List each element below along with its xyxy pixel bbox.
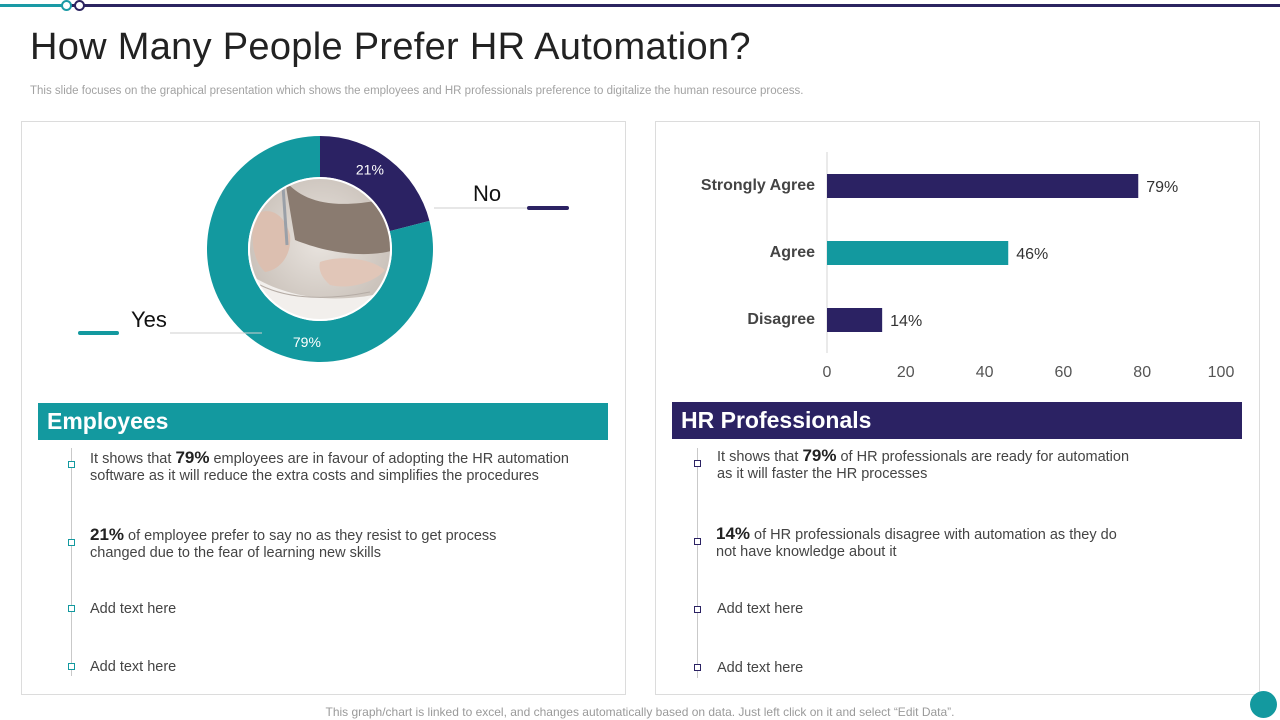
no-percent-label: 21% [356,161,384,177]
category-label-strongly-agree: Strongly Agree [701,177,815,194]
circle-icon [61,0,72,11]
bar-strongly-agree [827,174,1139,198]
category-label-agree: Agree [770,244,815,261]
x-tick-label: 40 [976,364,994,381]
employees-item-2: 21% of employee prefer to say no as they… [90,525,497,561]
employees-item-1: It shows that 79% employees are in favou… [90,448,569,484]
employees-heading: Employees [38,403,608,440]
hr-item-1: It shows that 79% of HR professionals ar… [717,446,1130,482]
top-rule [0,4,1280,7]
bar-agree [827,241,1009,265]
x-tick-label: 60 [1055,364,1073,381]
yes-legend-label: Yes [131,307,167,332]
category-label-disagree: Disagree [747,311,815,328]
employees-item-3: Add text here [90,601,177,617]
bullet-icon [68,605,75,612]
top-rule-accent [0,4,62,7]
x-tick-label: 0 [823,364,832,381]
circle-icon [74,0,85,11]
bullet-icon [68,663,75,670]
hr-item-2: 14% of HR professionals disagree with au… [716,524,1117,560]
donut-slice-yes [207,136,433,362]
employees-item-4: Add text here [90,659,177,675]
value-label-strongly-agree: 79% [1146,179,1178,196]
employees-timeline [71,448,72,676]
donut-slice-no [320,136,430,232]
x-tick-label: 100 [1208,364,1235,381]
x-tick-label: 20 [897,364,915,381]
footer-note: This graph/chart is linked to excel, and… [325,705,955,719]
yes-percent-label: 79% [293,334,321,350]
bullet-icon [694,606,701,613]
bullet-icon [68,539,75,546]
page-title: How Many People Prefer HR Automation? [30,26,751,68]
value-label-disagree: 14% [890,313,922,330]
hr-timeline [697,448,698,678]
page-subtitle: This slide focuses on the graphical pres… [30,85,804,97]
hr-heading: HR Professionals [672,402,1242,439]
x-tick-label: 80 [1133,364,1151,381]
hr-item-3: Add text here [717,601,804,617]
bullet-icon [694,538,701,545]
value-label-agree: 46% [1016,246,1048,263]
circle-icon [1250,691,1277,718]
no-legend-label: No [473,181,502,206]
bar-disagree [827,308,883,332]
bullet-icon [694,664,701,671]
hr-item-4: Add text here [717,660,804,676]
bullet-icon [694,460,701,467]
bullet-icon [68,461,75,468]
